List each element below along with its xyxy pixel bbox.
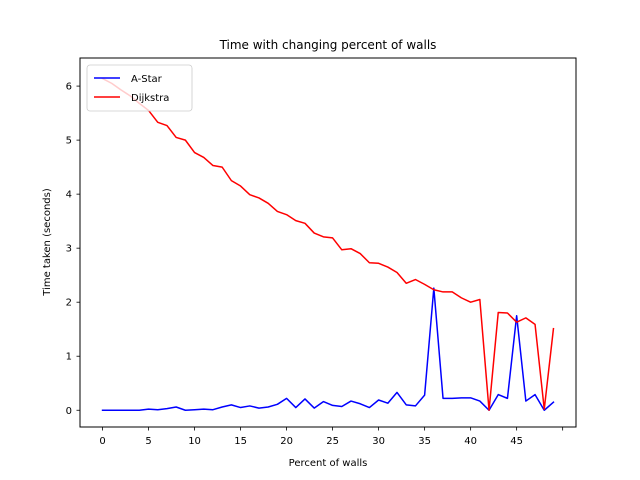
y-tick-label: 0 xyxy=(66,406,72,417)
axes-frame xyxy=(79,57,577,428)
y-tick-label: 4 xyxy=(66,190,72,201)
x-tick-label: 15 xyxy=(234,436,247,447)
legend-box xyxy=(86,64,193,112)
x-tick-label: 5 xyxy=(145,436,151,447)
x-tick-label: 45 xyxy=(510,436,523,447)
x-tick-label: 25 xyxy=(326,436,339,447)
x-tick-label: 0 xyxy=(99,436,105,447)
chart-title: Time with changing percent of walls xyxy=(219,38,437,52)
y-tick-label: 1 xyxy=(66,352,72,363)
x-tick-label: 20 xyxy=(280,436,293,447)
y-tick-label: 6 xyxy=(66,82,72,93)
legend-label: Dijkstra xyxy=(131,93,169,104)
x-tick-label: 30 xyxy=(372,436,385,447)
x-tick-label: 40 xyxy=(464,436,477,447)
y-tick-label: 3 xyxy=(66,244,72,255)
x-tick-label: 10 xyxy=(188,436,201,447)
y-axis-ticks: 0 1 2 3 4 5 6 xyxy=(66,82,80,417)
y-tick-label: 5 xyxy=(66,136,72,147)
series-line-dijkstra xyxy=(101,77,555,411)
legend-label: A-Star xyxy=(131,74,163,85)
series-line-a-star xyxy=(101,287,555,411)
x-tick-label: 35 xyxy=(418,436,431,447)
legend: A-Star Dijkstra xyxy=(86,64,193,112)
y-tick-label: 2 xyxy=(66,298,72,309)
x-axis-label: Percent of walls xyxy=(289,458,368,469)
x-axis-ticks: 0 5 10 15 20 25 30 35 40 45 xyxy=(99,427,564,447)
y-axis-label: Time taken (seconds) xyxy=(42,188,53,297)
plot-area xyxy=(101,77,555,411)
